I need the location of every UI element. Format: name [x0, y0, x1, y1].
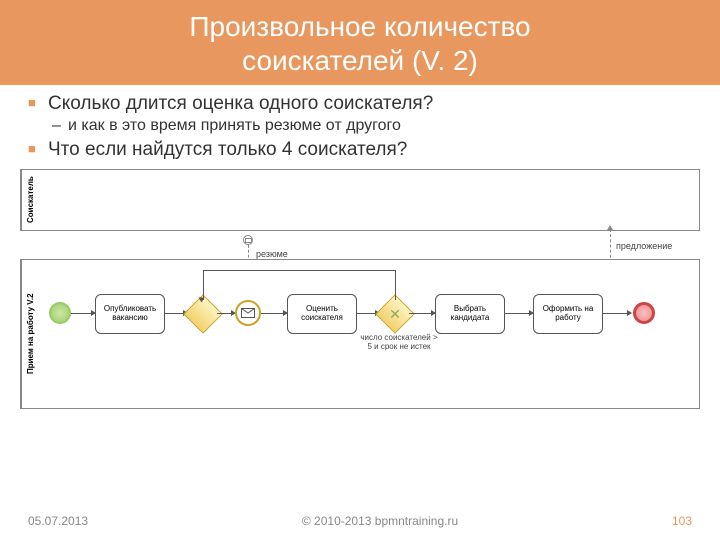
arrow-up-icon [607, 225, 613, 230]
task-offer: Оформить на работу [533, 294, 603, 334]
slide-footer: 05.07.2013 © 2010-2013 bpmntraining.ru 1… [0, 514, 720, 528]
pool-process: Прием на работу V.2 Опубликовать ваканси… [20, 259, 700, 409]
start-event [49, 302, 71, 324]
task-select: Выбрать кандидата [435, 294, 505, 334]
end-event [633, 302, 655, 324]
title-line1: Произвольное количество [0, 10, 720, 44]
slide-title: Произвольное количество соискателей (V. … [0, 0, 720, 85]
bullet-2: Что если найдутся только 4 соискателя? [28, 139, 692, 161]
footer-page: 103 [672, 514, 692, 528]
title-line2: соискателей (V. 2) [0, 44, 720, 78]
pool-process-header: Прием на работу V.2 [21, 260, 39, 408]
process-lane: Опубликовать вакансию Оценить соискателя… [39, 260, 699, 408]
bpmn-diagram: Соискатель резюме предложение Прием на р… [20, 169, 700, 429]
message-event-top [243, 235, 253, 245]
bullet-1-sub: и как в это время принять резюме от друг… [48, 117, 692, 135]
task-evaluate: Оценить соискателя [287, 294, 357, 334]
intermediate-catch-message [235, 300, 261, 326]
gateway-condition-label: число соискателей > 5 и срок не истек [359, 334, 439, 352]
footer-date: 05.07.2013 [28, 514, 88, 528]
task-publish: Опубликовать вакансию [95, 294, 165, 334]
content-area: Сколько длится оценка одного соискателя?… [0, 85, 720, 161]
gateway-decision: ✕ [375, 294, 415, 334]
bullet-1: Сколько длится оценка одного соискателя?… [28, 93, 692, 135]
pool-applicant: Соискатель [20, 169, 700, 231]
pool-applicant-header: Соискатель [21, 170, 39, 230]
footer-copyright: © 2010-2013 bpmntraining.ru [302, 514, 458, 528]
label-resume: резюме [256, 249, 288, 259]
label-offer: предложение [616, 241, 672, 251]
